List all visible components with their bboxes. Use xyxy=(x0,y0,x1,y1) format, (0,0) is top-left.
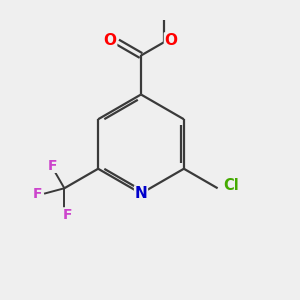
Text: O: O xyxy=(103,33,117,48)
Text: O: O xyxy=(164,33,178,48)
Text: Cl: Cl xyxy=(223,178,239,194)
Text: F: F xyxy=(33,187,42,201)
Text: N: N xyxy=(135,186,147,201)
Text: F: F xyxy=(48,159,57,172)
Text: F: F xyxy=(63,208,72,222)
